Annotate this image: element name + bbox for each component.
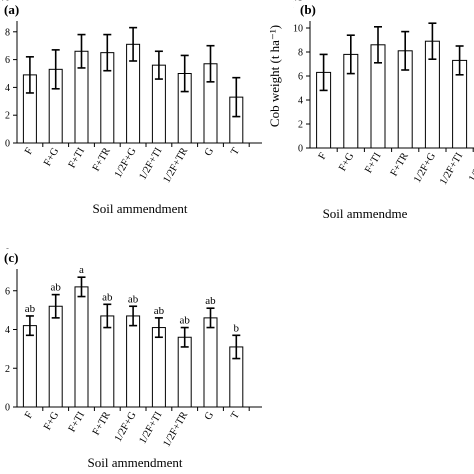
significance-label: ab	[128, 293, 139, 305]
y-tick-label: 0	[5, 139, 10, 150]
x-tick-label: F+G	[42, 410, 61, 433]
x-tick-label: 1/2F+T	[467, 150, 474, 183]
x-tick-label: T	[229, 409, 242, 421]
x-axis-title: Soil ammendment	[93, 201, 188, 216]
panel-label: (a)	[4, 2, 19, 17]
panel-c: 02468FabF+GabF+TIaF+TRab1/2F+Gab1/2F+TIa…	[1, 248, 262, 470]
x-tick-label: F+G	[42, 146, 61, 169]
panel-label-background	[1, 1, 45, 21]
significance-label: ab	[154, 305, 165, 317]
x-tick-label: 1/2F+TR	[161, 146, 190, 185]
x-tick-label: F+G	[337, 151, 356, 174]
panel-a: 0246810FF+GF+TIF+TR1/2F+G1/2F+TI1/2F+TRG…	[0, 0, 262, 216]
significance-label: b	[234, 322, 240, 334]
significance-label: ab	[25, 303, 36, 315]
x-tick-label: F+TI	[67, 410, 88, 435]
y-tick-label: 10	[293, 24, 303, 35]
significance-label: ab	[205, 295, 216, 307]
x-tick-label: F+TR	[389, 151, 411, 178]
x-tick-label: T	[229, 145, 242, 157]
y-tick-label: 6	[5, 55, 10, 66]
y-tick-label: 0	[5, 403, 10, 414]
y-tick-label: 4	[5, 83, 10, 94]
y-tick-label: 6	[298, 72, 303, 83]
x-tick-label: 1/2F+TR	[161, 410, 190, 449]
panel-label: (b)	[300, 2, 316, 17]
panel-label-background	[1, 249, 45, 269]
significance-label: ab	[102, 291, 113, 303]
y-axis-title: Cob weight (t ha⁻¹)	[267, 25, 282, 127]
x-tick-label: F+TI	[363, 151, 384, 176]
panel-label: (c)	[4, 250, 18, 265]
x-tick-label: 1/2F+G	[113, 410, 139, 444]
y-tick-label: 0	[298, 144, 303, 155]
x-tick-label: 1/2F+TI	[137, 146, 164, 182]
x-tick-label: 1/2F+G	[113, 146, 139, 180]
x-tick-label: 1/2F+G	[412, 151, 438, 185]
bar	[151, 327, 166, 408]
significance-label: ab	[51, 282, 62, 294]
y-tick-label: 6	[5, 286, 10, 297]
x-axis-title: Soil ammendme	[323, 206, 408, 221]
significance-label: ab	[180, 315, 191, 327]
x-tick-label: F+TI	[67, 146, 88, 171]
x-tick-label: G	[203, 410, 217, 422]
y-tick-label: 2	[5, 111, 10, 122]
x-tick-label: 1/2F+TI	[137, 410, 164, 446]
panel-b: 024681012FF+GF+TIF+TR1/2F+G1/2F+TI1/2F+T…	[267, 0, 474, 221]
y-tick-label: 8	[298, 48, 303, 59]
bar	[126, 315, 141, 408]
bar	[100, 315, 115, 408]
panel-label-background	[294, 1, 340, 21]
bar	[48, 305, 63, 408]
x-tick-label: F+TR	[91, 146, 113, 173]
x-tick-label: F	[23, 410, 36, 421]
x-tick-label: F	[23, 146, 36, 157]
bar	[74, 286, 89, 408]
x-tick-label: F	[317, 151, 330, 162]
x-tick-label: 1/2F+TI	[438, 151, 465, 187]
significance-label: a	[79, 264, 84, 276]
x-axis-title: Soil ammendment	[88, 455, 183, 470]
bar	[203, 317, 218, 408]
y-tick-label: 8	[5, 27, 10, 38]
x-tick-label: G	[203, 146, 217, 158]
y-tick-label: 2	[298, 120, 303, 131]
y-tick-label: 4	[5, 325, 10, 336]
x-tick-label: F+TR	[91, 410, 113, 437]
bar	[22, 325, 37, 408]
y-tick-label: 4	[298, 96, 303, 107]
y-tick-label: 2	[5, 364, 10, 375]
